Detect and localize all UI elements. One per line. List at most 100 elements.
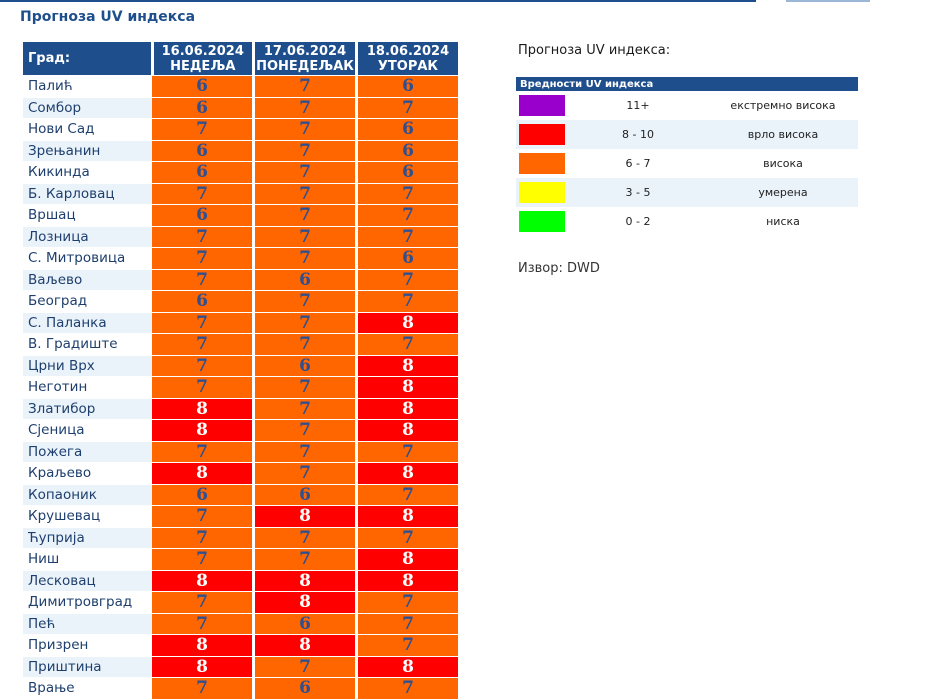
page-title: Прогноза UV индекса	[20, 9, 196, 25]
city-name: Београд	[23, 290, 152, 312]
uv-value-cell: 7	[152, 440, 255, 463]
city-name: Крушевац	[23, 505, 152, 527]
table-row: Краљево 8 7 8	[23, 462, 458, 484]
city-name: Ћуприја	[23, 526, 152, 549]
uv-value-cell: 6	[356, 75, 458, 97]
table-row: Пожега 7 7 7	[23, 440, 458, 463]
city-name: Сомбор	[23, 96, 152, 119]
uv-value-cell: 8	[152, 655, 255, 678]
table-header-row: Град: 16.06.2024 НЕДЕЉА 17.06.2024 ПОНЕД…	[23, 42, 458, 76]
uv-value-cell: 7	[356, 483, 458, 506]
day-name: НЕДЕЉА	[170, 58, 236, 74]
table-row: Ваљево 7 6 7	[23, 268, 458, 291]
uv-value-cell: 6	[356, 161, 458, 183]
uv-value-cell: 8	[253, 591, 358, 613]
table-row: Б. Карловац 7 7 7	[23, 182, 458, 205]
legend-swatch-cell	[516, 149, 568, 178]
uv-value-cell: 7	[253, 311, 358, 334]
uv-value-cell: 7	[356, 96, 458, 119]
uv-value-cell: 7	[253, 655, 358, 678]
city-name: Ниш	[23, 548, 152, 570]
legend-range: 0 - 2	[568, 207, 708, 236]
uv-forecast-table: Град: 16.06.2024 НЕДЕЉА 17.06.2024 ПОНЕД…	[23, 42, 458, 699]
table-row: Златибор 8 7 8	[23, 397, 458, 420]
uv-value-cell: 7	[152, 247, 255, 269]
uv-value-cell: 7	[356, 225, 458, 248]
legend-label: ниска	[708, 207, 858, 236]
table-row: Призрен 8 8 7	[23, 634, 458, 656]
uv-value-cell: 8	[356, 376, 458, 398]
uv-value-cell: 7	[152, 118, 255, 140]
table-row: Вршац 6 7 7	[23, 204, 458, 226]
uv-value-cell: 7	[152, 677, 255, 699]
uv-value-cell: 6	[253, 268, 358, 291]
legend-label: висока	[708, 149, 858, 178]
table-row: Лозница 7 7 7	[23, 225, 458, 248]
table-row: Нови Сад 7 7 6	[23, 118, 458, 140]
legend-color-swatch	[519, 153, 565, 174]
uv-value-cell: 6	[253, 354, 358, 377]
uv-value-cell: 7	[253, 548, 358, 570]
uv-value-cell: 7	[253, 204, 358, 226]
uv-value-cell: 6	[356, 247, 458, 269]
city-name: Неготин	[23, 376, 152, 398]
uv-value-cell: 8	[152, 634, 255, 656]
uv-value-cell: 7	[356, 634, 458, 656]
top-border	[0, 0, 756, 2]
uv-value-cell: 7	[253, 247, 358, 269]
city-name: Б. Карловац	[23, 182, 152, 205]
legend-range: 8 - 10	[568, 120, 708, 149]
uv-value-cell: 6	[152, 204, 255, 226]
uv-value-cell: 8	[152, 397, 255, 420]
legend-color-swatch	[519, 124, 565, 145]
city-name: Копаоник	[23, 483, 152, 506]
uv-value-cell: 7	[152, 526, 255, 549]
uv-value-cell: 6	[253, 612, 358, 635]
uv-value-cell: 7	[253, 161, 358, 183]
uv-value-cell: 7	[356, 268, 458, 291]
uv-value-cell: 7	[152, 354, 255, 377]
uv-value-cell: 6	[356, 139, 458, 162]
day-date: 18.06.2024	[366, 43, 450, 59]
legend-range: 6 - 7	[568, 149, 708, 178]
legend-row: 0 - 2 ниска	[516, 207, 858, 236]
uv-value-cell: 7	[356, 204, 458, 226]
uv-value-cell: 8	[253, 634, 358, 656]
uv-value-cell: 7	[356, 591, 458, 613]
uv-value-cell: 8	[356, 569, 458, 592]
table-row: Ниш 7 7 8	[23, 548, 458, 570]
legend-swatch-cell	[516, 207, 568, 236]
legend-body: 11+ екстремно висока 8 - 10 врло висока 6 - …	[516, 91, 858, 236]
day-column-header: 17.06.2024 ПОНЕДЕЉАК	[253, 42, 358, 76]
uv-value-cell: 8	[152, 462, 255, 484]
city-name: Вршац	[23, 204, 152, 226]
uv-value-cell: 6	[356, 118, 458, 140]
city-name: В. Градиште	[23, 333, 152, 355]
uv-value-cell: 8	[356, 548, 458, 570]
uv-value-cell: 6	[253, 677, 358, 699]
uv-value-cell: 7	[253, 118, 358, 140]
city-name: Црни Врх	[23, 354, 152, 377]
table-row: Димитровград 7 8 7	[23, 591, 458, 613]
legend-row: 8 - 10 врло висока	[516, 120, 858, 149]
uv-value-cell: 7	[152, 376, 255, 398]
city-name: Сјеница	[23, 419, 152, 441]
uv-value-cell: 7	[253, 376, 358, 398]
uv-value-cell: 7	[152, 505, 255, 527]
day-column-header: 18.06.2024 УТОРАК	[356, 42, 458, 76]
uv-value-cell: 7	[152, 333, 255, 355]
table-row: Врање 7 6 7	[23, 677, 458, 699]
top-border-accent	[786, 0, 870, 2]
uv-value-cell: 8	[356, 419, 458, 441]
city-column-header: Град:	[23, 42, 154, 76]
city-name: Димитровград	[23, 591, 152, 613]
legend-row: 6 - 7 висока	[516, 149, 858, 178]
uv-value-cell: 8	[356, 397, 458, 420]
uv-value-cell: 7	[356, 182, 458, 205]
uv-legend: Вредности UV индекса 11+ екстремно висока…	[516, 77, 858, 236]
uv-value-cell: 8	[356, 505, 458, 527]
city-name: Кикинда	[23, 161, 152, 183]
legend-range: 11+	[568, 91, 708, 120]
table-body: Палић 6 7 6 Сомбор 6 7 7 Нови Сад 7 7 6 Зрењанин 6 7 6 К…	[23, 75, 458, 699]
uv-value-cell: 8	[356, 354, 458, 377]
